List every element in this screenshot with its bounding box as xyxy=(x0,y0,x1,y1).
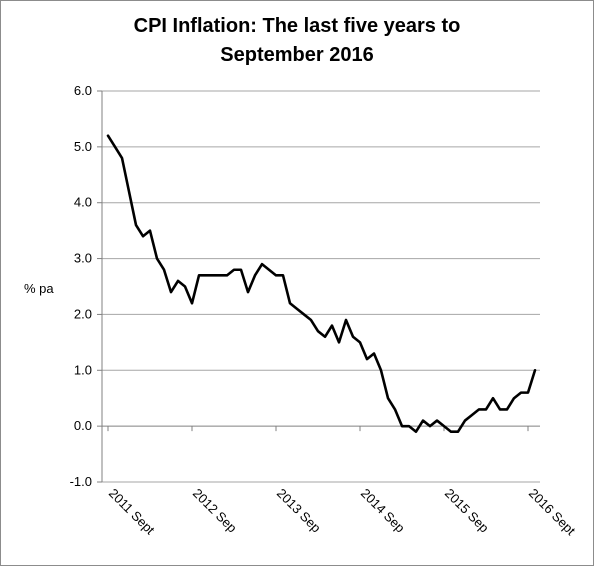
x-tick-label: 2015 Sep xyxy=(442,486,492,536)
series xyxy=(106,134,537,434)
series-line-cpi xyxy=(106,134,537,434)
chart-title-line-1: CPI Inflation: The last five years to xyxy=(133,15,461,37)
chart-title-line-2: September 2016 xyxy=(220,44,374,66)
y-tick-label: 0.0 xyxy=(74,418,92,433)
y-tick-label: 5.0 xyxy=(74,139,92,154)
y-tick-labels: -1.0 0.0 1.0 2.0 3.0 4.0 5.0 6.0 xyxy=(70,83,92,489)
y-axis-label: % pa xyxy=(24,281,54,296)
y-tick-label: 4.0 xyxy=(74,195,92,210)
y-tick-label: 2.0 xyxy=(74,306,92,321)
x-tick-label: 2012 Sep xyxy=(190,486,240,536)
x-tick-labels: 2011 Sept 2012 Sep 2013 Sep 2014 Sep 2015 Se… xyxy=(106,486,579,539)
x-tick-label: 2011 Sept xyxy=(106,486,158,538)
x-tick-label: 2013 Sep xyxy=(274,486,324,536)
x-tick-label: 2016 Sept xyxy=(526,486,579,539)
y-tick-label: 6.0 xyxy=(74,83,92,98)
gridlines xyxy=(102,90,540,483)
x-tick-label: 2014 Sep xyxy=(358,486,408,536)
chart-title: CPI Inflation: The last five years to Se… xyxy=(0,12,594,70)
y-tick-label: 1.0 xyxy=(74,362,92,377)
y-tick-label: 3.0 xyxy=(74,251,92,266)
axes xyxy=(97,90,540,483)
y-tick-label: -1.0 xyxy=(70,474,92,489)
